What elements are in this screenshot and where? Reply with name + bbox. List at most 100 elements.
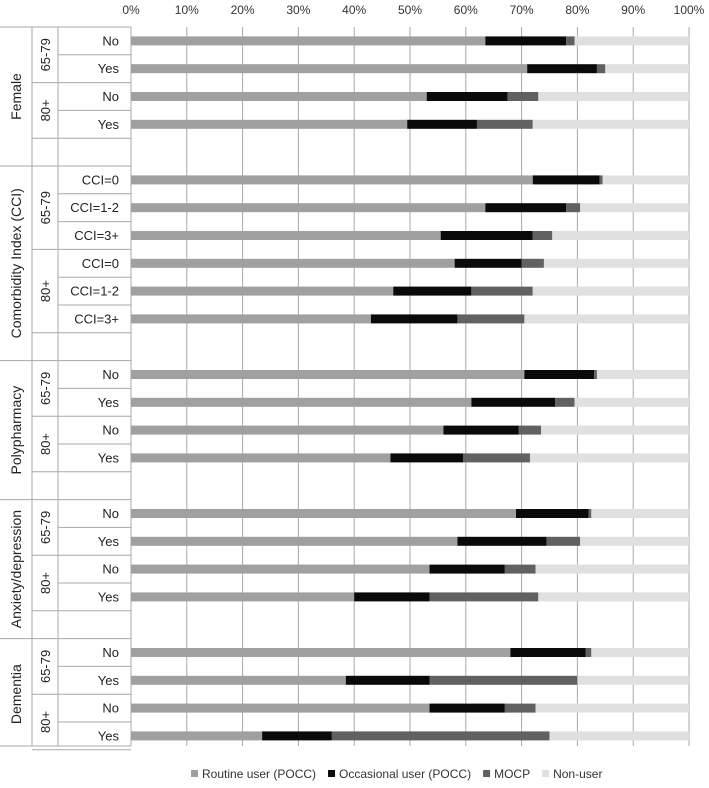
x-tick-label: 100% bbox=[674, 3, 705, 17]
bar-segment bbox=[131, 397, 472, 407]
group-label: Polypharmacy bbox=[8, 386, 24, 475]
bar-segment bbox=[518, 425, 542, 435]
x-tick-label: 50% bbox=[398, 3, 422, 17]
bar-segment bbox=[131, 314, 371, 324]
bar-segment bbox=[591, 509, 689, 518]
bar-segment bbox=[546, 536, 581, 546]
age-group-label: 65-79 bbox=[38, 191, 53, 224]
category-label: No bbox=[102, 562, 119, 577]
category-label: CCI=3+ bbox=[74, 228, 119, 243]
category-label: CCI=1-2 bbox=[70, 284, 119, 299]
bar-segment bbox=[602, 175, 689, 185]
category-label: CCI=3+ bbox=[74, 311, 119, 326]
bar-segment bbox=[504, 564, 536, 574]
x-tick-label: 70% bbox=[510, 3, 534, 17]
x-tick-label: 30% bbox=[286, 3, 310, 17]
bar-segment bbox=[131, 119, 408, 129]
category-label: No bbox=[102, 645, 119, 660]
category-label: Yes bbox=[98, 728, 120, 743]
age-group-label: 65-79 bbox=[38, 38, 53, 71]
category-label: No bbox=[102, 367, 119, 382]
group-label: Anxiety/depression bbox=[8, 510, 24, 628]
bar-segment bbox=[596, 370, 689, 379]
bar-segment bbox=[574, 397, 689, 407]
bar-segment bbox=[532, 175, 600, 185]
bar-segment bbox=[516, 509, 589, 518]
bar-segment bbox=[457, 536, 547, 546]
bar-segment bbox=[471, 286, 533, 296]
bar-segment bbox=[390, 453, 464, 463]
x-tick-label: 80% bbox=[565, 3, 589, 17]
bar-segment bbox=[524, 314, 689, 324]
bar-segment bbox=[532, 119, 689, 129]
bar-segment bbox=[532, 231, 553, 240]
bar-segment bbox=[345, 675, 430, 685]
category-label: No bbox=[102, 506, 119, 521]
bar-segment bbox=[580, 203, 689, 213]
group-label: Female bbox=[8, 73, 24, 120]
bar-segment bbox=[555, 397, 575, 407]
bar-segment bbox=[510, 648, 586, 657]
bar-segment bbox=[131, 425, 444, 435]
category-label: CCI=0 bbox=[82, 172, 119, 187]
category-label: No bbox=[102, 89, 119, 104]
category-label: Yes bbox=[98, 117, 120, 132]
bar-segment bbox=[262, 731, 332, 741]
bar-segment bbox=[577, 675, 689, 685]
bar-segment bbox=[354, 592, 430, 602]
category-label: Yes bbox=[98, 589, 120, 604]
bar-segment bbox=[454, 258, 522, 268]
legend-label: Routine user (POCC) bbox=[202, 767, 316, 781]
bar-segment bbox=[331, 731, 550, 741]
bar-segment bbox=[596, 64, 606, 74]
bar-segment bbox=[131, 92, 427, 101]
bar-segment bbox=[429, 703, 505, 713]
bar-segment bbox=[580, 536, 689, 546]
bar-segment bbox=[549, 731, 689, 741]
bar-segment bbox=[543, 258, 689, 268]
bar-segment bbox=[443, 425, 519, 435]
legend-swatch bbox=[328, 770, 336, 777]
category-label: No bbox=[102, 423, 119, 438]
category-label: CCI=0 bbox=[82, 256, 119, 271]
bar-segment bbox=[591, 648, 689, 657]
bar-segment bbox=[599, 175, 603, 185]
group-label: Dementia bbox=[8, 664, 24, 724]
bar-segment bbox=[504, 703, 536, 713]
category-label: Yes bbox=[98, 61, 120, 76]
bar-segment bbox=[131, 36, 486, 46]
bar-segment bbox=[429, 592, 539, 602]
bar-segment bbox=[131, 536, 458, 546]
bar-segment bbox=[594, 370, 597, 379]
bar-segment bbox=[485, 36, 567, 46]
bar-segment bbox=[131, 453, 391, 463]
bar-segment bbox=[407, 119, 477, 129]
category-label: No bbox=[102, 33, 119, 48]
bar-segment bbox=[131, 231, 441, 240]
category-label: CCI=1-2 bbox=[70, 200, 119, 215]
age-group-label: 80+ bbox=[38, 572, 53, 594]
x-tick-label: 40% bbox=[342, 3, 366, 17]
category-label: Yes bbox=[98, 450, 120, 465]
bar-segment bbox=[538, 592, 689, 602]
bar-segment bbox=[585, 648, 592, 657]
legend-swatch bbox=[483, 770, 491, 777]
bar-segment bbox=[532, 286, 689, 296]
category-label: No bbox=[102, 701, 119, 716]
x-tick-label: 90% bbox=[621, 3, 645, 17]
category-label: Yes bbox=[98, 534, 120, 549]
bar-segment bbox=[429, 564, 505, 574]
x-tick-label: 0% bbox=[122, 3, 140, 17]
bar-segment bbox=[541, 425, 689, 435]
bar-segment bbox=[131, 203, 486, 213]
legend-swatch bbox=[191, 770, 198, 777]
category-label: Yes bbox=[98, 395, 120, 410]
bar-segment bbox=[463, 453, 530, 463]
bar-segment bbox=[529, 453, 689, 463]
bar-segment bbox=[574, 36, 689, 46]
bar-segment bbox=[131, 592, 355, 602]
bar-segment bbox=[527, 64, 597, 74]
bar-segment bbox=[131, 703, 430, 713]
group-label: Comorbidity Index (CCI) bbox=[8, 188, 24, 338]
